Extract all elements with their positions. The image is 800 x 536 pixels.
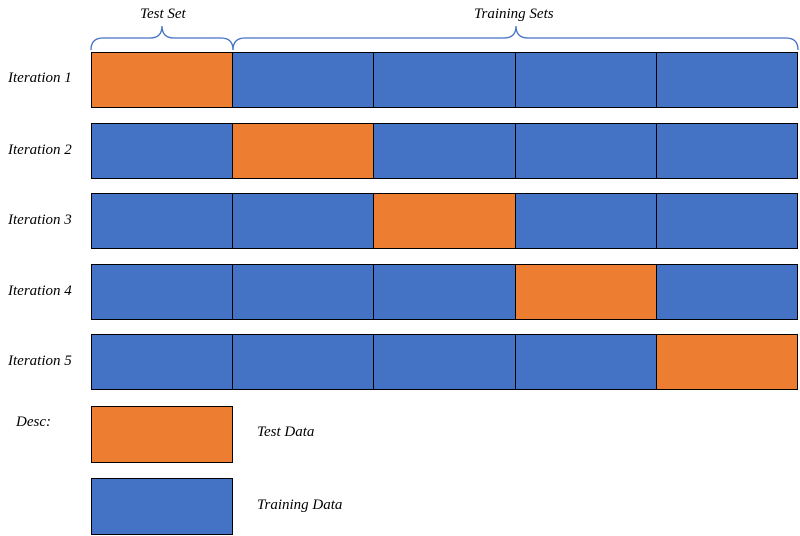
legend-test-label: Test Data: [257, 424, 315, 440]
iteration-label: Iteration 1: [8, 70, 72, 86]
training-fold-block: [514, 52, 657, 108]
training-fold-block: [514, 193, 657, 249]
training-fold-block: [91, 193, 234, 249]
legend-train-label: Training Data: [257, 497, 343, 513]
legend-train-swatch: [91, 478, 233, 535]
training-fold-block: [655, 193, 799, 249]
training-fold-block: [232, 334, 375, 390]
training-fold-block: [373, 123, 516, 179]
training-fold-block: [232, 264, 375, 320]
iteration-label: Iteration 2: [8, 142, 72, 158]
legend-test-swatch: [91, 406, 233, 463]
training-fold-block: [655, 264, 799, 320]
iteration-row: [91, 193, 799, 249]
iteration-row: [91, 52, 799, 108]
legend-title: Desc:: [16, 414, 51, 430]
test-fold-block: [373, 193, 516, 249]
test-set-label: Test Set: [140, 6, 186, 22]
iteration-label: Iteration 4: [8, 283, 72, 299]
training-fold-block: [91, 334, 234, 390]
training-fold-block: [232, 193, 375, 249]
iteration-label: Iteration 5: [8, 353, 72, 369]
iteration-row: [91, 334, 799, 390]
iteration-label: Iteration 3: [8, 212, 72, 228]
iteration-row: [91, 264, 799, 320]
test-fold-block: [514, 264, 657, 320]
training-fold-block: [373, 334, 516, 390]
training-fold-block: [91, 264, 234, 320]
header-braces: [90, 25, 799, 51]
test-set-brace: [90, 25, 234, 51]
training-fold-block: [91, 123, 234, 179]
training-fold-block: [514, 123, 657, 179]
test-fold-block: [655, 334, 799, 390]
training-sets-label: Training Sets: [474, 6, 554, 22]
training-fold-block: [373, 52, 516, 108]
training-fold-block: [232, 52, 375, 108]
test-fold-block: [232, 123, 375, 179]
test-fold-block: [91, 52, 234, 108]
iteration-row: [91, 123, 799, 179]
training-fold-block: [655, 123, 799, 179]
training-sets-brace: [232, 25, 799, 51]
training-fold-block: [373, 264, 516, 320]
training-fold-block: [514, 334, 657, 390]
training-fold-block: [655, 52, 799, 108]
